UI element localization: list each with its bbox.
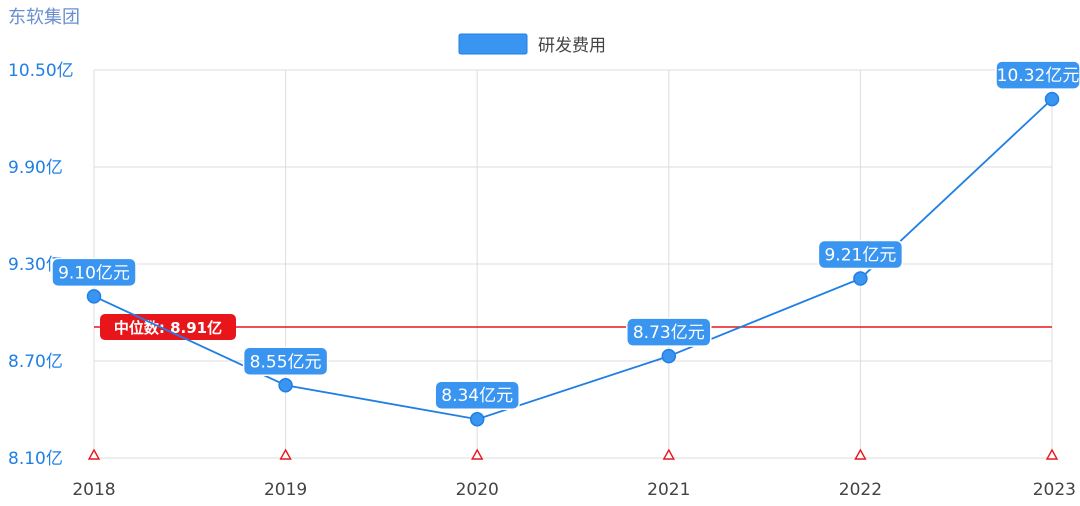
- data-label-badge: [51, 257, 137, 288]
- baseline-marker-icon: [854, 448, 867, 460]
- series-line: [93, 98, 1053, 421]
- data-label-badge: [995, 60, 1080, 90]
- median-line-group: 中位数: 8.91亿: [94, 314, 1052, 341]
- median-badge: [100, 314, 236, 341]
- data-label-badge: [242, 346, 329, 376]
- data-label: 8.73亿元: [633, 323, 705, 343]
- data-point[interactable]: [469, 411, 485, 427]
- data-label: 8.55亿元: [250, 352, 322, 372]
- x-tick-label: 2022: [839, 480, 882, 500]
- grid: [93, 69, 1053, 459]
- data-point[interactable]: [661, 348, 677, 364]
- data-label: 9.21亿元: [824, 246, 896, 266]
- y-tick-label: 10.50亿: [8, 61, 74, 81]
- baseline-marker-icon: [87, 448, 101, 460]
- data-label-badge: [626, 317, 712, 347]
- data-point[interactable]: [278, 378, 293, 393]
- data-point[interactable]: [86, 289, 102, 304]
- chart-title: 东软集团: [8, 7, 80, 28]
- y-tick-label: 8.70亿: [8, 352, 63, 372]
- baseline-marker-icon: [662, 448, 675, 460]
- x-tick-label: 2021: [647, 480, 690, 500]
- baseline-marker-icon: [1045, 448, 1059, 460]
- legend[interactable]: 研发费用: [458, 33, 606, 56]
- data-labels: 9.10亿元 8.55亿元 8.34亿元 8.73亿元 9.21亿元 10.32亿元: [51, 60, 1080, 410]
- y-tick-label: 9.30亿: [8, 255, 63, 275]
- x-tick-label: 2019: [264, 480, 307, 500]
- baseline-marker-icon: [471, 448, 484, 460]
- y-axis: 10.50亿 9.90亿 9.30亿 8.70亿 8.10亿: [8, 61, 74, 469]
- median-label: 中位数: 8.91亿: [114, 319, 222, 337]
- legend-swatch: [458, 33, 528, 55]
- y-tick-label: 8.10亿: [8, 449, 63, 469]
- x-tick-label: 2023: [1033, 480, 1076, 500]
- data-label-badge: [434, 380, 520, 410]
- series-group: [86, 91, 1060, 427]
- baseline-marker-icon: [279, 448, 292, 460]
- x-tick-label: 2018: [72, 480, 115, 500]
- x-axis: 2018 2019 2020 2021 2022 2023: [72, 448, 1076, 500]
- data-label: 8.34亿元: [441, 386, 513, 406]
- data-point[interactable]: [853, 271, 868, 286]
- y-tick-label: 9.90亿: [8, 158, 63, 178]
- legend-label: 研发费用: [538, 36, 606, 56]
- x-tick-label: 2020: [456, 480, 499, 500]
- data-label: 9.10亿元: [58, 263, 130, 283]
- data-label: 10.32亿元: [997, 66, 1080, 86]
- data-label-badge: [817, 239, 904, 270]
- data-point[interactable]: [1044, 91, 1060, 107]
